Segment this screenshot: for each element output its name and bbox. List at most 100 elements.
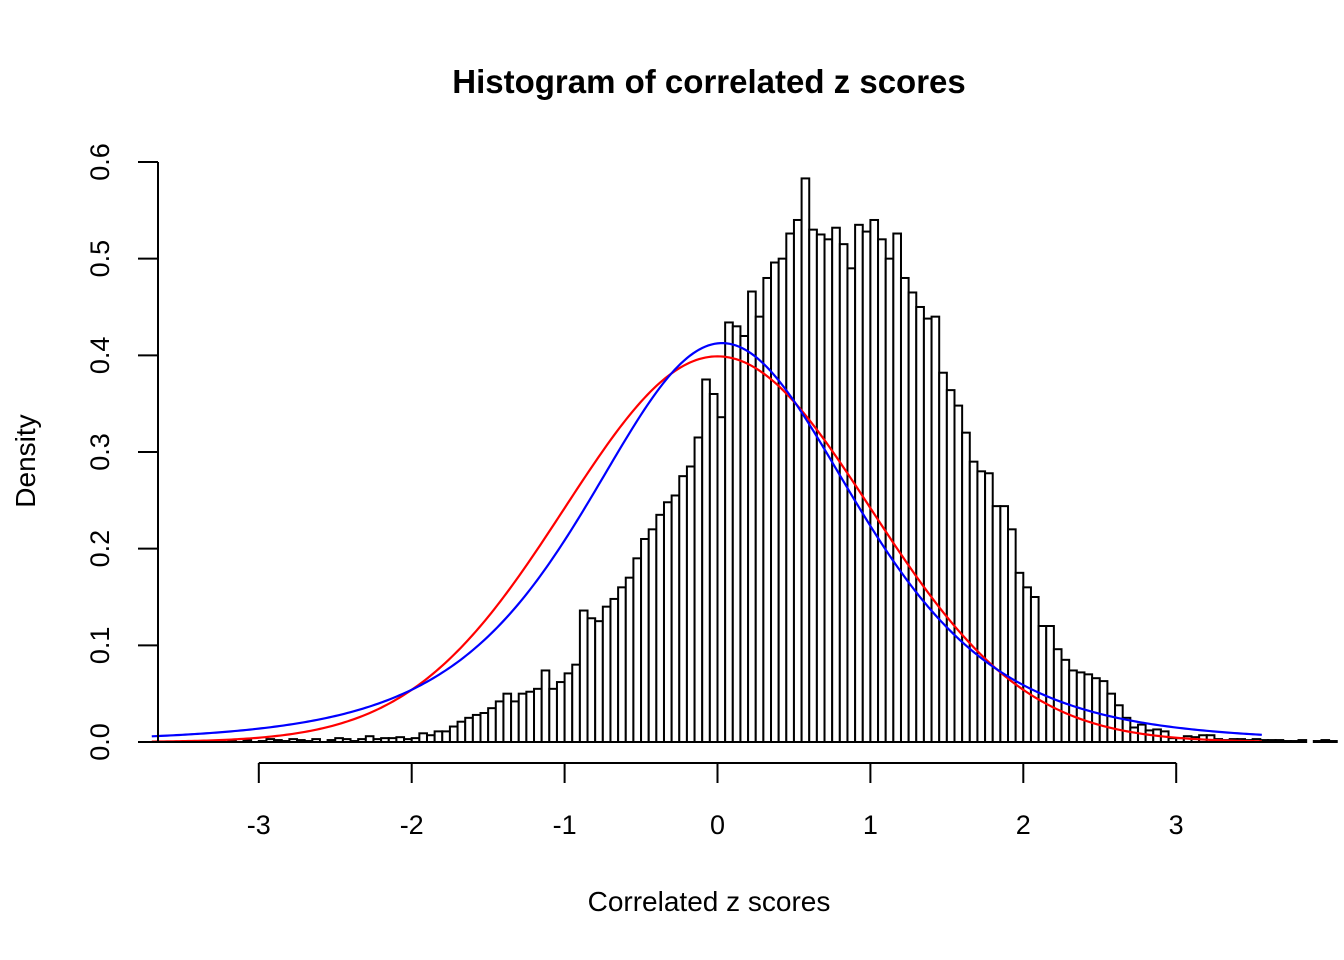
histogram-bar — [808, 228, 818, 743]
histogram-bar — [915, 305, 925, 743]
histogram-bar — [724, 321, 734, 743]
histogram-bar — [1129, 726, 1139, 743]
histogram-bar — [747, 290, 757, 743]
histogram-bars — [196, 177, 1338, 744]
y-tick-label: 0.3 — [85, 433, 115, 471]
y-axis: 0.0 0.1 0.2 0.3 0.4 0.5 0.6 — [85, 143, 159, 761]
y-tick-label: 0.2 — [85, 530, 115, 568]
histogram-bar — [662, 501, 673, 744]
histogram-bar — [640, 537, 650, 743]
histogram-bar — [418, 732, 428, 743]
histogram-bar — [624, 576, 635, 743]
histogram-bar — [846, 267, 857, 743]
histogram-bar — [999, 505, 1010, 743]
histogram-bar — [678, 475, 688, 743]
histogram-bar — [433, 730, 444, 743]
histogram-bar — [823, 238, 834, 743]
histogram-bar — [770, 261, 780, 743]
histogram-bar — [984, 472, 994, 743]
histogram-bar — [525, 690, 536, 743]
x-axis-title: Correlated z scores — [588, 886, 831, 917]
histogram-bar — [563, 672, 574, 743]
histogram-bar — [1052, 648, 1063, 744]
histogram-bar — [548, 687, 558, 744]
histogram-bar — [907, 291, 918, 743]
density-curves — [151, 342, 1262, 743]
x-tick-label: 0 — [710, 810, 725, 840]
histogram-bar — [1022, 586, 1032, 744]
histogram-bar — [609, 597, 620, 743]
histogram-bar — [533, 687, 543, 744]
x-tick-label: -1 — [553, 810, 577, 840]
histogram-bar — [425, 734, 436, 743]
histogram-bar — [517, 692, 528, 743]
histogram-bar — [555, 681, 566, 743]
histogram-bar — [594, 620, 604, 743]
y-tick-label: 0.1 — [85, 627, 115, 665]
chart-title: Histogram of correlated z scores — [452, 63, 966, 100]
histogram-bar — [1266, 739, 1277, 744]
histogram-bar — [1098, 680, 1109, 743]
histogram-bar — [739, 334, 750, 743]
histogram-bar — [510, 700, 520, 744]
x-tick-label: 2 — [1016, 810, 1031, 840]
histogram-bar — [464, 716, 474, 744]
histogram-bar — [471, 713, 482, 743]
histogram-bar — [1297, 739, 1308, 744]
density-curve — [151, 355, 1262, 743]
histogram-bar — [785, 232, 795, 744]
histogram-bar — [670, 494, 681, 743]
histogram-bar — [716, 416, 727, 743]
histogram-bar — [953, 404, 964, 743]
histogram-bar — [1037, 625, 1048, 743]
histogram-bar — [1029, 596, 1040, 743]
histogram-bar — [1320, 739, 1331, 744]
histogram-bar — [945, 389, 956, 743]
histogram-bar — [1091, 677, 1101, 744]
y-tick-label: 0.5 — [85, 240, 115, 278]
histogram-bar — [869, 218, 880, 744]
histogram-bar — [1282, 740, 1292, 744]
histogram-bar — [693, 436, 704, 743]
histogram-bar — [456, 720, 467, 744]
histogram-bar — [701, 378, 711, 743]
x-tick-label: 1 — [863, 810, 878, 840]
histogram-bar — [617, 586, 627, 744]
y-tick-label: 0.0 — [85, 723, 115, 761]
histogram-bar — [487, 707, 497, 743]
histogram-bar — [1328, 740, 1338, 744]
histogram-bar — [800, 177, 811, 744]
histogram-bar — [838, 243, 849, 743]
histogram-bar — [938, 371, 948, 743]
histogram-bar — [1274, 739, 1285, 744]
histogram-bar — [1007, 528, 1017, 744]
histogram-bar — [448, 725, 459, 744]
histogram-bar — [968, 460, 979, 743]
y-tick-label: 0.6 — [85, 143, 115, 181]
x-tick-label: -2 — [400, 810, 424, 840]
histogram-bar — [922, 317, 933, 743]
density-curve — [151, 342, 1262, 738]
histogram-bar — [601, 605, 612, 743]
histogram-bar — [976, 470, 987, 743]
histogram-bar — [571, 663, 581, 743]
histogram-bar — [762, 276, 773, 743]
histogram-bar — [441, 730, 451, 743]
histogram-bar — [708, 392, 719, 743]
histogram-bar — [731, 325, 742, 743]
x-tick-label: 3 — [1169, 810, 1184, 840]
histogram-bar — [632, 557, 643, 744]
histogram-bar — [1312, 740, 1323, 744]
histogram-bar — [991, 505, 1002, 743]
x-axis: -3 -2 -1 0 1 2 3 — [151, 741, 1264, 840]
histogram-bar — [831, 226, 841, 744]
histogram-bar — [854, 223, 864, 743]
histogram-bar — [961, 431, 971, 743]
histogram-bar — [1114, 704, 1124, 744]
histogram-bar — [884, 257, 895, 743]
histogram-bar — [655, 513, 665, 744]
x-tick-label: -3 — [247, 810, 271, 840]
histogram-bar — [494, 700, 505, 744]
histogram-bar — [1289, 740, 1300, 744]
